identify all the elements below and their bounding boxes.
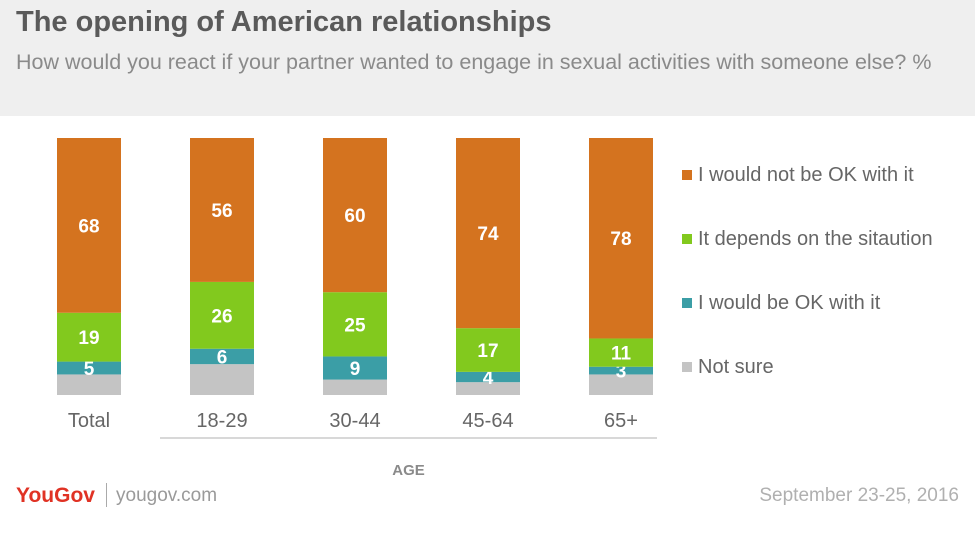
- bar-segment-depends: [57, 312, 121, 362]
- legend-item-depends: It depends on the sitaution: [682, 228, 933, 251]
- legend-item-not_sure: Not sure: [682, 356, 774, 379]
- bar-segment-depends: [323, 292, 387, 357]
- bar-segment-not_sure: [456, 382, 520, 395]
- data-label: 56: [211, 201, 232, 222]
- bar-segment-depends: [190, 281, 254, 349]
- data-label: 9: [350, 359, 361, 380]
- bar-segment-not_ok: [190, 138, 254, 282]
- bar-segment-not_sure: [323, 379, 387, 395]
- chart-subtitle: How would you react if your partner want…: [16, 50, 932, 74]
- age-group-label: AGE: [392, 462, 425, 479]
- bar-segment-ok: [190, 348, 254, 365]
- bar-segment-ok: [456, 371, 520, 383]
- header-band: The opening of American relationships Ho…: [0, 0, 975, 116]
- bar-segment-not_ok: [456, 138, 520, 329]
- data-label: 17: [477, 341, 498, 362]
- data-label: 11: [611, 344, 632, 365]
- chart-title: The opening of American relationships: [16, 6, 552, 38]
- data-label: 25: [344, 315, 366, 336]
- x-tick-label: Total: [68, 410, 110, 432]
- data-label: 5: [84, 359, 95, 380]
- data-label: 26: [211, 306, 232, 327]
- legend-swatch: [682, 362, 692, 372]
- bar-segment-ok: [323, 356, 387, 380]
- legend-item-ok: I would be OK with it: [682, 292, 880, 315]
- data-label: 74: [477, 224, 499, 245]
- legend-label: It depends on the sitaution: [698, 228, 933, 250]
- legend-label: I would be OK with it: [698, 292, 881, 314]
- bar-segment-depends: [456, 328, 520, 372]
- data-label: 3: [616, 362, 627, 383]
- legend-item-not_ok: I would not be OK with it: [682, 164, 914, 187]
- bar-segment-depends: [589, 338, 653, 367]
- x-tick-label: 18-29: [196, 410, 247, 432]
- legend-label: I would not be OK with it: [698, 164, 914, 186]
- x-tick-label: 65+: [604, 410, 638, 432]
- legend-swatch: [682, 298, 692, 308]
- bar-segment-not_ok: [57, 138, 121, 313]
- bar-segment-ok: [57, 361, 121, 375]
- x-tick-label: 30-44: [329, 410, 380, 432]
- data-label: 60: [344, 206, 365, 227]
- bar-segment-not_sure: [190, 364, 254, 395]
- data-label: 6: [217, 347, 228, 368]
- legend-swatch: [682, 234, 692, 244]
- data-label: 68: [78, 216, 99, 237]
- survey-date: September 23-25, 2016: [759, 485, 959, 506]
- bar-segment-ok: [589, 366, 653, 375]
- data-label: 4: [483, 368, 494, 389]
- bar-segment-not_ok: [589, 138, 653, 339]
- footer-site[interactable]: yougov.com: [116, 485, 218, 506]
- data-label: 19: [78, 328, 99, 349]
- yougov-logo: YouGov: [16, 484, 95, 507]
- bar-segment-not_sure: [589, 374, 653, 395]
- footer-divider: [106, 483, 107, 507]
- legend-swatch: [682, 170, 692, 180]
- bar-segment-not_ok: [323, 138, 387, 293]
- bar-segment-not_sure: [57, 374, 121, 395]
- x-tick-label: 45-64: [462, 410, 513, 432]
- data-label: 78: [610, 229, 631, 250]
- legend-label: Not sure: [698, 356, 774, 378]
